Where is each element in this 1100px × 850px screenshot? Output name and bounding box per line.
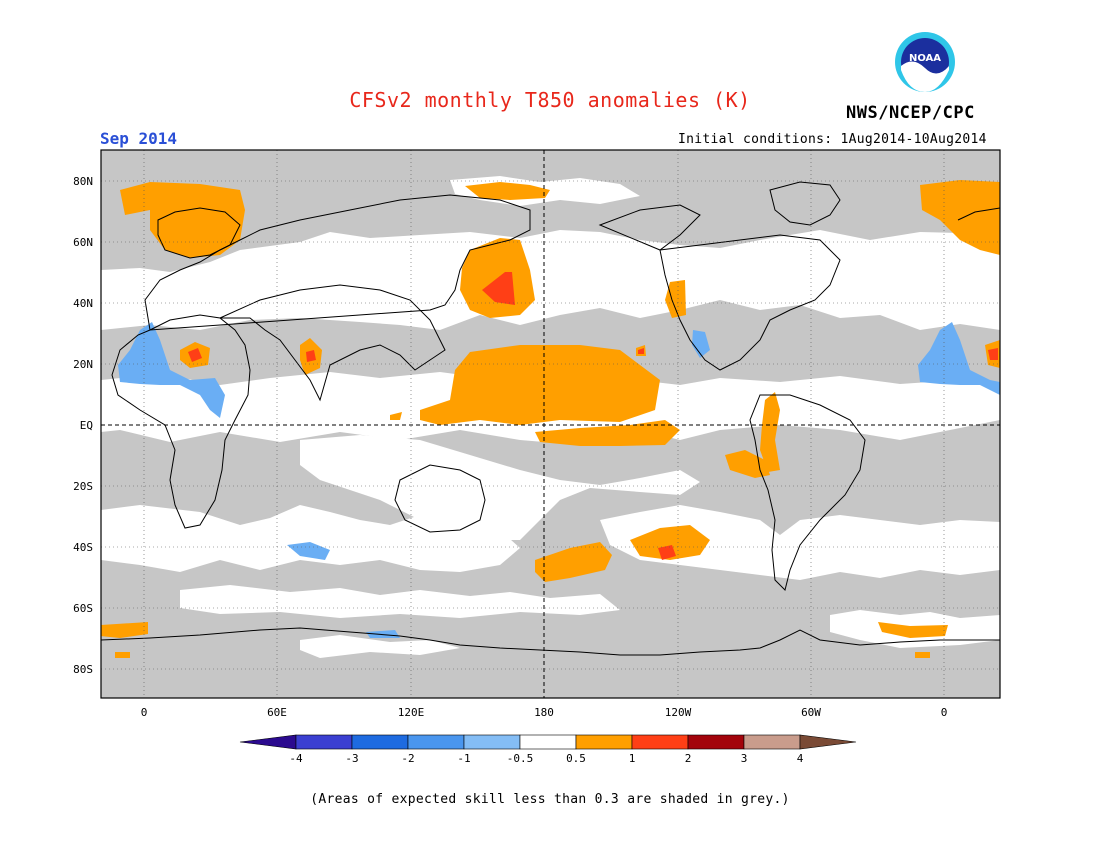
lat-label: 20N (73, 358, 93, 371)
colorbar-segment (631, 734, 689, 750)
lat-label: 60S (73, 602, 93, 615)
colorbar-segment (295, 734, 353, 750)
colorbar: -4 -3 -2 -1 -0.5 0.5 1 2 3 4 (239, 734, 857, 765)
lat-label: 20S (73, 480, 93, 493)
colorbar-tick-label: 0.5 (566, 752, 586, 765)
initial-conditions: Initial conditions: 1Aug2014-10Aug2014 (678, 132, 987, 147)
colorbar-tick-label: -4 (289, 752, 303, 765)
lon-label: 0 (141, 706, 148, 719)
colorbar-tick-label: 1 (629, 752, 636, 765)
lon-label: 120E (398, 706, 425, 719)
lat-label: 80N (73, 175, 93, 188)
colorbar-tick-label: 4 (797, 752, 804, 765)
colorbar-segment (463, 734, 521, 750)
lon-label: 60E (267, 706, 287, 719)
colorbar-tick-label: 2 (685, 752, 692, 765)
colorbar-segment (743, 734, 801, 750)
colorbar-segment (407, 734, 465, 750)
lon-label: 180 (534, 706, 554, 719)
colorbar-tick-label: 3 (741, 752, 748, 765)
negative-anomaly-regions (118, 322, 1000, 638)
strong-positive-anomaly-regions (188, 272, 998, 560)
colorbar-arrow-left (239, 734, 297, 750)
lat-label: 80S (73, 663, 93, 676)
map-frame (100, 149, 1001, 699)
colorbar-tick-label: -1 (457, 752, 470, 765)
colorbar-arrow-right (799, 734, 857, 750)
colorbar-tick-label: -2 (401, 752, 414, 765)
organization-label: NWS/NCEP/CPC (846, 103, 975, 123)
coastlines (101, 181, 1000, 656)
map-title: CFSv2 monthly T850 anomalies (K) (349, 88, 751, 112)
lon-label: 120W (665, 706, 692, 719)
colorbar-segment (351, 734, 409, 750)
latitude-labels: 80N 60N 40N 20N EQ 20S 40S 60S 80S (73, 175, 93, 676)
lat-lon-grid (101, 150, 1000, 698)
lat-label: EQ (80, 419, 93, 432)
colorbar-segment (575, 734, 633, 750)
longitude-labels: 0 60E 120E 180 120W 60W 0 (141, 706, 948, 719)
colorbar-segment (519, 734, 577, 750)
map-plot-area (101, 150, 1000, 698)
lat-label: 40N (73, 297, 93, 310)
lat-label: 60N (73, 236, 93, 249)
forecast-month: Sep 2014 (100, 129, 178, 148)
colorbar-tick-label: -3 (345, 752, 358, 765)
lat-label: 40S (73, 541, 93, 554)
noaa-logo-icon: NOAA (895, 32, 955, 92)
lon-label: 60W (801, 706, 821, 719)
colorbar-segment (687, 734, 745, 750)
skill-note: (Areas of expected skill less than 0.3 a… (310, 792, 790, 807)
lon-label: 0 (941, 706, 948, 719)
white-regions (101, 176, 1000, 658)
colorbar-tick-label: -0.5 (507, 752, 534, 765)
logo-text: NOAA (909, 53, 941, 64)
